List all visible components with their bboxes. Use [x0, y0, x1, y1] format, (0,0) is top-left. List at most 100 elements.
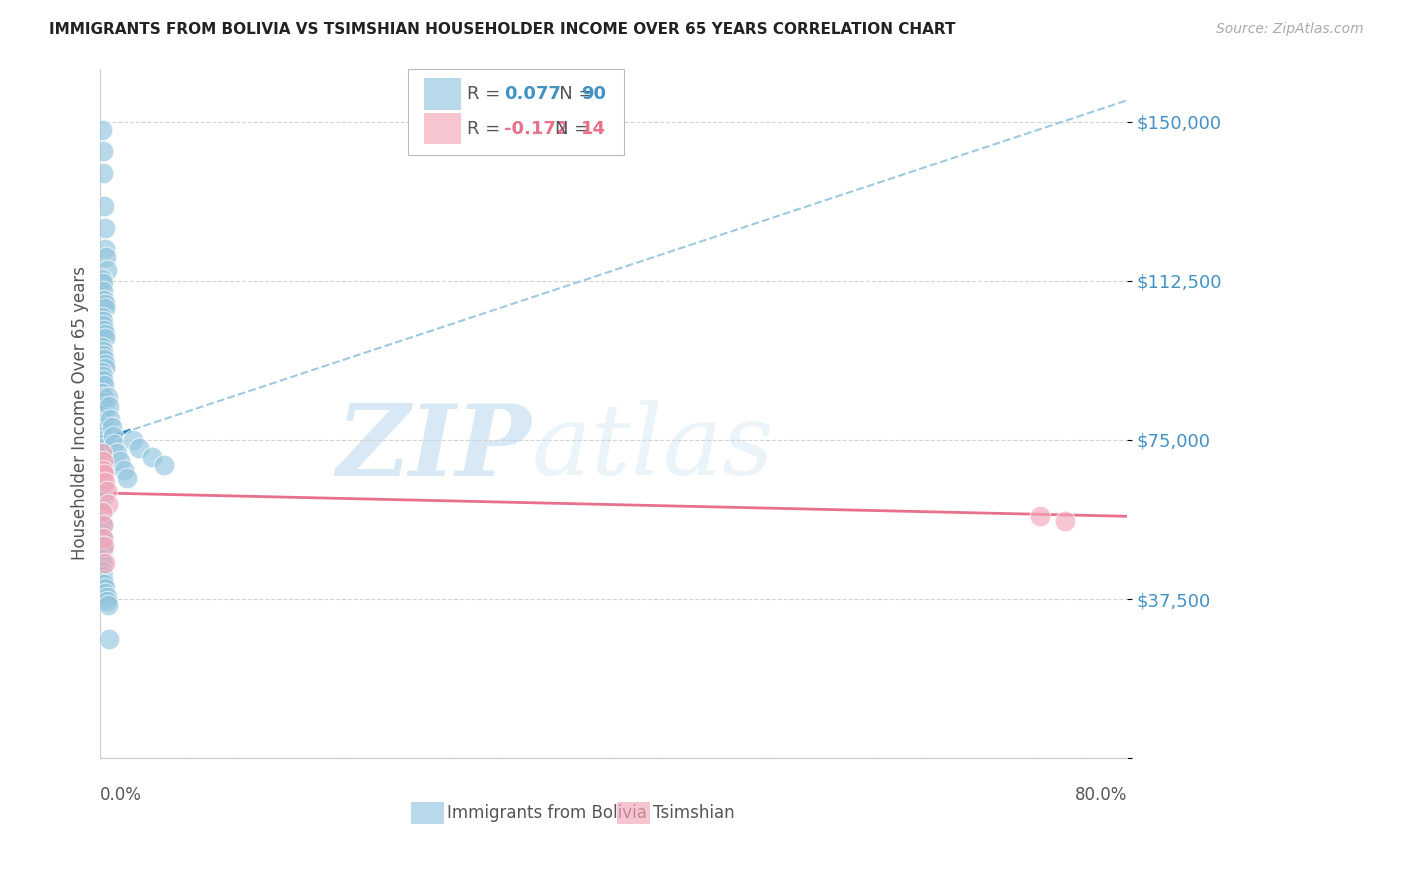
- Point: [91, 556, 114, 570]
- Point: [91, 437, 114, 451]
- Point: [98, 632, 121, 647]
- Point: [91, 568, 114, 582]
- Point: [91, 454, 114, 468]
- Text: Immigrants from Bolivia: Immigrants from Bolivia: [447, 804, 647, 822]
- Point: [96, 594, 118, 608]
- Point: [153, 458, 176, 473]
- Point: [91, 543, 114, 558]
- Point: [93, 467, 115, 481]
- Point: [91, 365, 114, 379]
- Point: [94, 582, 117, 596]
- Point: [91, 310, 114, 324]
- Text: 0.0%: 0.0%: [100, 786, 142, 804]
- Point: [94, 360, 117, 375]
- Point: [91, 369, 114, 384]
- Point: [91, 514, 114, 528]
- Point: [91, 391, 114, 405]
- Point: [93, 462, 115, 476]
- Point: [91, 475, 114, 490]
- Point: [91, 386, 114, 401]
- Point: [101, 428, 124, 442]
- Point: [121, 433, 143, 447]
- Point: [93, 348, 115, 362]
- Point: [91, 539, 114, 553]
- Point: [91, 420, 114, 434]
- Point: [96, 263, 118, 277]
- Text: R =: R =: [467, 120, 506, 137]
- Point: [93, 428, 115, 442]
- FancyBboxPatch shape: [412, 802, 444, 823]
- Point: [91, 123, 114, 137]
- Point: [93, 352, 115, 367]
- Point: [91, 454, 114, 468]
- Point: [91, 145, 114, 159]
- Point: [94, 556, 117, 570]
- Point: [93, 357, 115, 371]
- Point: [91, 517, 114, 532]
- Point: [91, 565, 114, 579]
- Point: [97, 391, 120, 405]
- Point: [91, 445, 114, 459]
- Point: [91, 314, 114, 328]
- Point: [93, 326, 115, 341]
- Point: [112, 462, 135, 476]
- Point: [91, 458, 114, 473]
- Point: [93, 377, 115, 392]
- Point: [97, 497, 120, 511]
- Point: [94, 475, 117, 490]
- Point: [93, 480, 115, 494]
- Point: [91, 500, 114, 515]
- FancyBboxPatch shape: [423, 112, 461, 145]
- Y-axis label: Householder Income Over 65 years: Householder Income Over 65 years: [72, 267, 89, 560]
- FancyBboxPatch shape: [423, 78, 461, 110]
- Text: 0.077: 0.077: [503, 85, 561, 103]
- Text: atlas: atlas: [531, 401, 775, 496]
- Point: [94, 585, 117, 599]
- Point: [93, 374, 115, 388]
- Point: [93, 165, 115, 179]
- Point: [93, 322, 115, 336]
- Point: [96, 483, 118, 498]
- Point: [96, 590, 118, 604]
- Point: [91, 517, 114, 532]
- Point: [91, 551, 114, 566]
- Point: [91, 442, 114, 456]
- Point: [128, 442, 150, 456]
- Text: 80.0%: 80.0%: [1074, 786, 1128, 804]
- Point: [100, 420, 122, 434]
- Point: [115, 471, 138, 485]
- Point: [93, 433, 115, 447]
- Point: [110, 454, 132, 468]
- Point: [91, 339, 114, 353]
- Text: N =: N =: [555, 120, 595, 137]
- FancyBboxPatch shape: [408, 69, 624, 154]
- Text: -0.172: -0.172: [503, 120, 568, 137]
- Point: [1028, 509, 1050, 524]
- Point: [105, 445, 128, 459]
- Point: [91, 425, 114, 439]
- Point: [93, 577, 115, 591]
- FancyBboxPatch shape: [617, 802, 650, 823]
- Text: IMMIGRANTS FROM BOLIVIA VS TSIMSHIAN HOUSEHOLDER INCOME OVER 65 YEARS CORRELATIO: IMMIGRANTS FROM BOLIVIA VS TSIMSHIAN HOU…: [49, 22, 956, 37]
- Point: [94, 251, 117, 265]
- Point: [91, 343, 114, 358]
- Text: Tsimshian: Tsimshian: [652, 804, 734, 822]
- Point: [1053, 514, 1076, 528]
- Point: [91, 403, 114, 417]
- Point: [91, 505, 114, 519]
- Text: 14: 14: [581, 120, 606, 137]
- Point: [93, 199, 115, 213]
- Point: [141, 450, 163, 464]
- Point: [93, 416, 115, 430]
- Point: [91, 271, 114, 285]
- Point: [91, 276, 114, 290]
- Point: [93, 220, 115, 235]
- Point: [91, 492, 114, 507]
- Point: [93, 411, 115, 425]
- Point: [94, 242, 117, 256]
- Point: [91, 526, 114, 541]
- Point: [91, 471, 114, 485]
- Point: [93, 531, 115, 545]
- Text: 90: 90: [581, 85, 606, 103]
- Point: [91, 531, 114, 545]
